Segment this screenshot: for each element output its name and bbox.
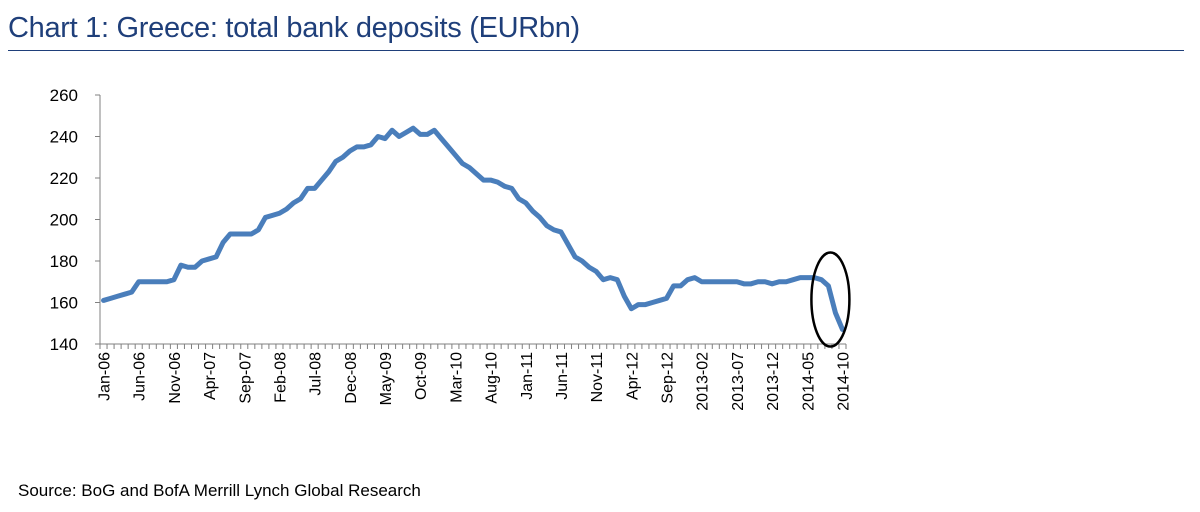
series-line-deposits [101,125,845,332]
x-tick-label: 2013-12 [765,352,782,411]
x-tick-label: Jan-06 [97,352,114,401]
x-tick-label: Feb-08 [272,352,289,403]
x-tick-label: Jul-08 [308,352,325,396]
title-divider [8,50,1184,51]
y-tick-label: 220 [50,169,78,188]
x-tick-label: 2014-10 [835,352,852,411]
x-tick-label: Dec-08 [343,352,360,404]
x-tick-label: Nov-06 [167,352,184,404]
x-tick-label: Jun-11 [554,352,571,400]
x-tick-label: Apr-07 [202,352,219,400]
annotation-layer [810,251,851,348]
x-axis: Jan-06 Jun-06 Nov-06 Apr-07 Sep-07 Feb-08 Jul-… [97,343,852,411]
y-tick-label: 240 [50,128,78,147]
y-tick-label: 140 [50,335,78,354]
x-tick-label: Aug-10 [484,352,501,404]
y-axis: 140 160 180 200 220 240 260 [50,86,101,354]
x-tick-label: Mar-10 [448,352,465,403]
x-tick-label: Sep-12 [660,352,677,404]
y-tick-label: 160 [50,294,78,313]
x-tick-label: Nov-11 [589,352,606,402]
x-tick-label: Apr-12 [624,352,641,400]
y-tick-label: 180 [50,252,78,271]
x-tick-label: Jun-06 [132,352,149,401]
y-tick-label: 260 [50,86,78,105]
source-note: Source: BoG and BofA Merrill Lynch Globa… [18,481,421,500]
chart-title: Chart 1: Greece: total bank deposits (EU… [8,12,580,44]
x-tick-label: Sep-07 [237,352,254,404]
x-tick-label: Jan-11 [519,352,536,400]
x-tick-label: 2013-07 [730,352,747,411]
annotation-circle [810,251,851,348]
series-layer [101,125,845,332]
y-tick-label: 200 [50,211,78,230]
x-tick-label: 2013-02 [695,352,712,411]
x-tick-label: May-09 [378,352,395,405]
x-tick-label: Oct-09 [413,352,430,400]
x-tick-label: 2014-05 [800,352,817,411]
